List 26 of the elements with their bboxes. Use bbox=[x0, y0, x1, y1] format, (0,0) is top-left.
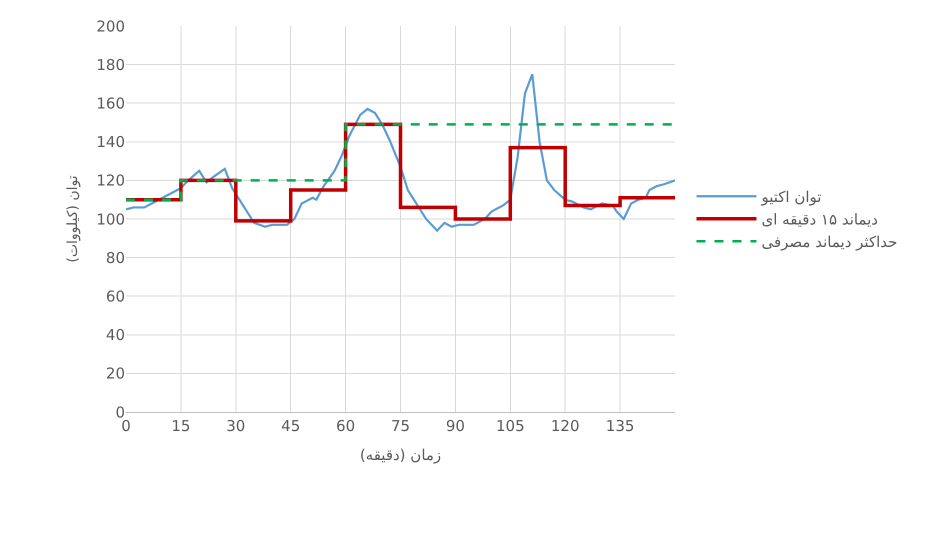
y-tick-label: 180 bbox=[96, 56, 125, 74]
y-tick-label: 160 bbox=[96, 94, 125, 112]
y-tick-label: 60 bbox=[106, 287, 125, 306]
x-tick-label: 15 bbox=[171, 417, 190, 435]
y-tick-label: 80 bbox=[106, 248, 125, 267]
y-tick-label: 140 bbox=[96, 133, 125, 152]
x-axis-title: زمان (دقیقه) bbox=[360, 446, 442, 464]
x-tick-label: 75 bbox=[390, 417, 410, 435]
y-tick-label: 100 bbox=[96, 210, 125, 228]
y-tick-label: 0 bbox=[115, 403, 125, 422]
y-tick-label: 20 bbox=[106, 364, 125, 383]
x-tick-label: 135 bbox=[606, 417, 634, 435]
y-tick-label: 200 bbox=[96, 17, 125, 36]
y-tick-label: 40 bbox=[106, 326, 125, 344]
x-tick-label: 120 bbox=[550, 417, 580, 435]
y-tick-label: 120 bbox=[96, 172, 125, 190]
legend-label: دیماند ۱۵ دقیقه ای bbox=[761, 210, 878, 229]
x-tick-label: 105 bbox=[496, 417, 525, 435]
legend-label: توان اکتیو bbox=[760, 188, 822, 206]
x-tick-label: 90 bbox=[446, 417, 465, 435]
line-series bbox=[126, 73, 675, 232]
x-tick-label: 60 bbox=[336, 417, 356, 435]
y-axis-title: توان (کیلووات) bbox=[64, 175, 81, 263]
legend-label: حداکثر دیماند مصرفی bbox=[761, 233, 898, 252]
x-tick-label: 45 bbox=[281, 417, 300, 435]
x-tick-label: 30 bbox=[226, 417, 246, 435]
